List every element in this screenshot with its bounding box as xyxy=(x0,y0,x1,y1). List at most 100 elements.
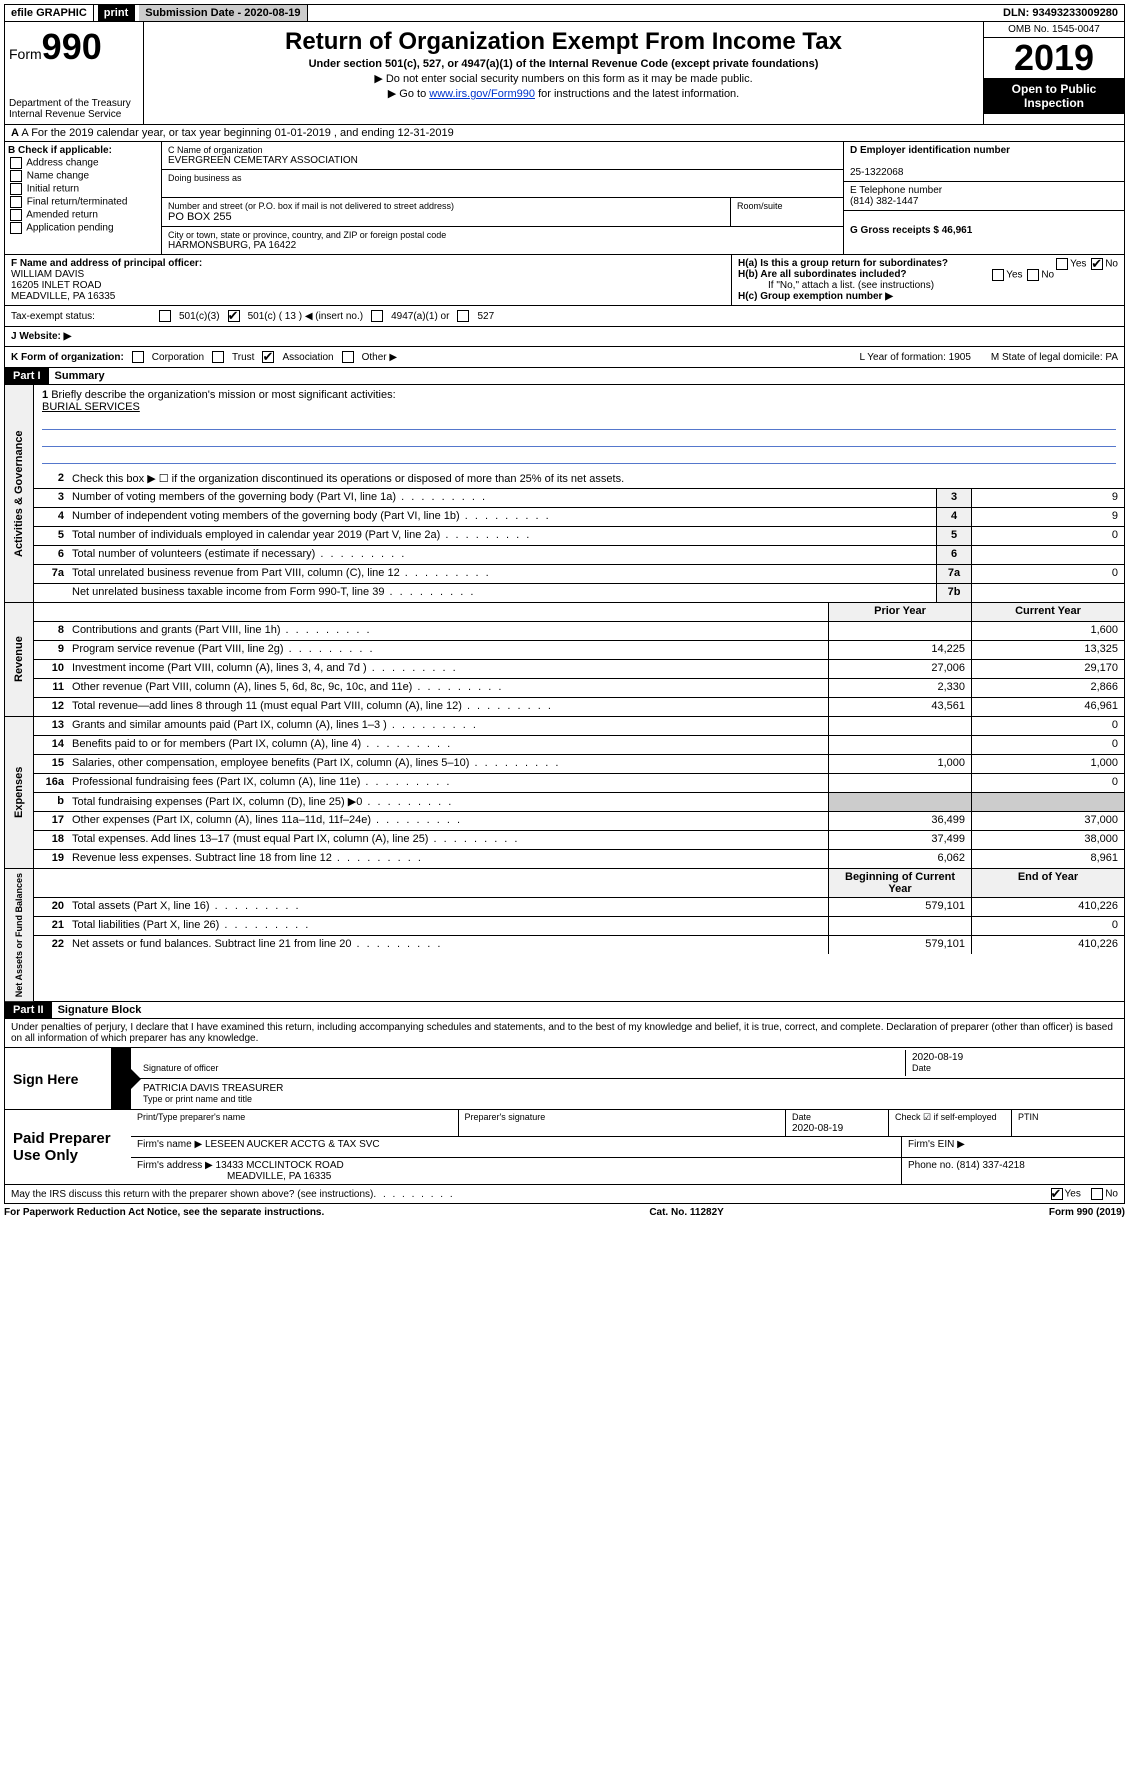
discuss-yes[interactable] xyxy=(1051,1188,1063,1200)
print-button[interactable]: print xyxy=(98,5,135,21)
check-corp[interactable] xyxy=(132,351,144,363)
summary-row: 6Total number of volunteers (estimate if… xyxy=(34,546,1124,565)
summary-row: 19Revenue less expenses. Subtract line 1… xyxy=(34,850,1124,868)
cat-no: Cat. No. 11282Y xyxy=(324,1207,1049,1218)
summary-row: 21Total liabilities (Part X, line 26)0 xyxy=(34,917,1124,936)
preparer-section: Paid Preparer Use Only Print/Type prepar… xyxy=(4,1110,1125,1185)
check-527[interactable] xyxy=(457,310,469,322)
summary-row: 22Net assets or fund balances. Subtract … xyxy=(34,936,1124,954)
check-name-change[interactable]: Name change xyxy=(8,170,158,182)
mission-block: 1 Briefly describe the organization's mi… xyxy=(34,385,1124,470)
check-address-change[interactable]: Address change xyxy=(8,157,158,169)
check-other[interactable] xyxy=(342,351,354,363)
dba-row: Doing business as xyxy=(162,170,843,198)
summary-row: 8Contributions and grants (Part VIII, li… xyxy=(34,622,1124,641)
check-amended[interactable]: Amended return xyxy=(8,209,158,221)
check-trust[interactable] xyxy=(212,351,224,363)
firm-ein: Firm's EIN ▶ xyxy=(902,1137,1124,1157)
check-501c3[interactable] xyxy=(159,310,171,322)
check-assoc[interactable] xyxy=(262,351,274,363)
summary-row: 10Investment income (Part VIII, column (… xyxy=(34,660,1124,679)
summary-row: 4Number of independent voting members of… xyxy=(34,508,1124,527)
open-to-public: Open to Public Inspection xyxy=(984,78,1124,114)
summary-row: 7aTotal unrelated business revenue from … xyxy=(34,565,1124,584)
summary-net: Net Assets or Fund Balances Beginning of… xyxy=(4,869,1125,1002)
summary-row: 16aProfessional fundraising fees (Part I… xyxy=(34,774,1124,793)
ein: 25-1322068 xyxy=(850,167,903,178)
firm-name: Firm's name ▶ LESEEN AUCKER ACCTG & TAX … xyxy=(131,1137,902,1157)
side-governance: Activities & Governance xyxy=(5,385,34,602)
form-title: Return of Organization Exempt From Incom… xyxy=(148,28,979,56)
principal-officer: F Name and address of principal officer:… xyxy=(5,255,732,305)
summary-row: 14Benefits paid to or for members (Part … xyxy=(34,736,1124,755)
mission-text: BURIAL SERVICES xyxy=(42,401,1116,413)
part1-header: Part I Summary xyxy=(4,368,1125,385)
paperwork-notice: For Paperwork Reduction Act Notice, see … xyxy=(4,1207,324,1218)
address-row: Number and street (or P.O. box if mail i… xyxy=(162,198,843,227)
summary-row: 17Other expenses (Part IX, column (A), l… xyxy=(34,812,1124,831)
discuss-row: May the IRS discuss this return with the… xyxy=(4,1185,1125,1204)
instruction-line-2: ▶ Go to www.irs.gov/Form990 for instruct… xyxy=(148,87,979,100)
preparer-name-field[interactable]: Print/Type preparer's name xyxy=(131,1110,459,1136)
org-name: EVERGREEN CEMETARY ASSOCIATION xyxy=(168,155,837,166)
instruction-line-1: ▶ Do not enter social security numbers o… xyxy=(148,72,979,85)
ptin-field: PTIN xyxy=(1012,1110,1124,1136)
irs-link[interactable]: www.irs.gov/Form990 xyxy=(429,88,535,100)
summary-governance: Activities & Governance 1 Briefly descri… xyxy=(4,385,1125,603)
col-d: D Employer identification number 25-1322… xyxy=(843,142,1124,254)
summary-row: 20Total assets (Part X, line 16)579,1014… xyxy=(34,898,1124,917)
line-a: A A For the 2019 calendar year, or tax y… xyxy=(4,125,1125,142)
state-domicile: M State of legal domicile: PA xyxy=(991,352,1118,363)
sign-arrow-icon xyxy=(111,1048,131,1109)
preparer-sig-field[interactable]: Preparer's signature xyxy=(459,1110,787,1136)
preparer-date: Date2020-08-19 xyxy=(786,1110,889,1136)
org-name-row: C Name of organization EVERGREEN CEMETAR… xyxy=(162,142,843,170)
tax-exempt-row: Tax-exempt status: 501(c)(3) 501(c) ( 13… xyxy=(4,306,1125,327)
room-suite: Room/suite xyxy=(731,198,843,226)
check-initial-return[interactable]: Initial return xyxy=(8,183,158,195)
gross-receipts: G Gross receipts $ 46,961 xyxy=(844,211,1124,239)
side-expenses: Expenses xyxy=(5,717,34,868)
summary-row: 11Other revenue (Part VIII, column (A), … xyxy=(34,679,1124,698)
col-c: C Name of organization EVERGREEN CEMETAR… xyxy=(162,142,843,254)
check-final-return[interactable]: Final return/terminated xyxy=(8,196,158,208)
org-city: HARMONSBURG, PA 16422 xyxy=(168,240,837,251)
check-501c[interactable] xyxy=(228,310,240,322)
year-formation: L Year of formation: 1905 xyxy=(860,352,971,363)
side-revenue: Revenue xyxy=(5,603,34,716)
form-number: Form990 xyxy=(9,26,139,68)
dept-treasury: Department of the Treasury xyxy=(9,98,139,109)
sign-date: 2020-08-19Date xyxy=(906,1050,1118,1076)
website-row: J Website: ▶ xyxy=(4,327,1125,347)
irs-label: Internal Revenue Service xyxy=(9,109,139,120)
summary-row: 3Number of voting members of the governi… xyxy=(34,489,1124,508)
header-right: OMB No. 1545-0047 2019 Open to Public In… xyxy=(983,22,1124,124)
preparer-label: Paid Preparer Use Only xyxy=(5,1110,131,1184)
check-4947[interactable] xyxy=(371,310,383,322)
summary-row: 13Grants and similar amounts paid (Part … xyxy=(34,717,1124,736)
section-bcd: B Check if applicable: Address change Na… xyxy=(4,142,1125,255)
side-net: Net Assets or Fund Balances xyxy=(5,869,34,1001)
row-fh: F Name and address of principal officer:… xyxy=(4,255,1125,306)
firm-phone: Phone no. (814) 337-4218 xyxy=(902,1158,1124,1184)
self-employed-check[interactable]: Check ☑ if self-employed xyxy=(889,1110,1012,1136)
form-ref: Form 990 (2019) xyxy=(1049,1207,1125,1218)
discuss-no[interactable] xyxy=(1091,1188,1103,1200)
summary-row: 12Total revenue—add lines 8 through 11 (… xyxy=(34,698,1124,716)
org-address: PO BOX 255 xyxy=(168,211,724,223)
omb-number: OMB No. 1545-0047 xyxy=(984,22,1124,38)
summary-row: 18Total expenses. Add lines 13–17 (must … xyxy=(34,831,1124,850)
officer-name: PATRICIA DAVIS TREASURERType or print na… xyxy=(137,1081,1118,1107)
sign-section: Sign Here Signature of officer 2020-08-1… xyxy=(4,1048,1125,1110)
form-header: Form990 Department of the Treasury Inter… xyxy=(4,22,1125,125)
summary-row: bTotal fundraising expenses (Part IX, co… xyxy=(34,793,1124,812)
summary-expenses: Expenses 13Grants and similar amounts pa… xyxy=(4,717,1125,869)
top-bar: efile GRAPHIC print Submission Date - 20… xyxy=(4,4,1125,22)
check-app-pending[interactable]: Application pending xyxy=(8,222,158,234)
group-return: H(a) Is this a group return for subordin… xyxy=(732,255,1124,305)
header-center: Return of Organization Exempt From Incom… xyxy=(144,22,983,124)
officer-signature[interactable]: Signature of officer xyxy=(137,1050,906,1076)
summary-row: 5Total number of individuals employed in… xyxy=(34,527,1124,546)
sign-here-label: Sign Here xyxy=(5,1048,111,1109)
header-left: Form990 Department of the Treasury Inter… xyxy=(5,22,144,124)
